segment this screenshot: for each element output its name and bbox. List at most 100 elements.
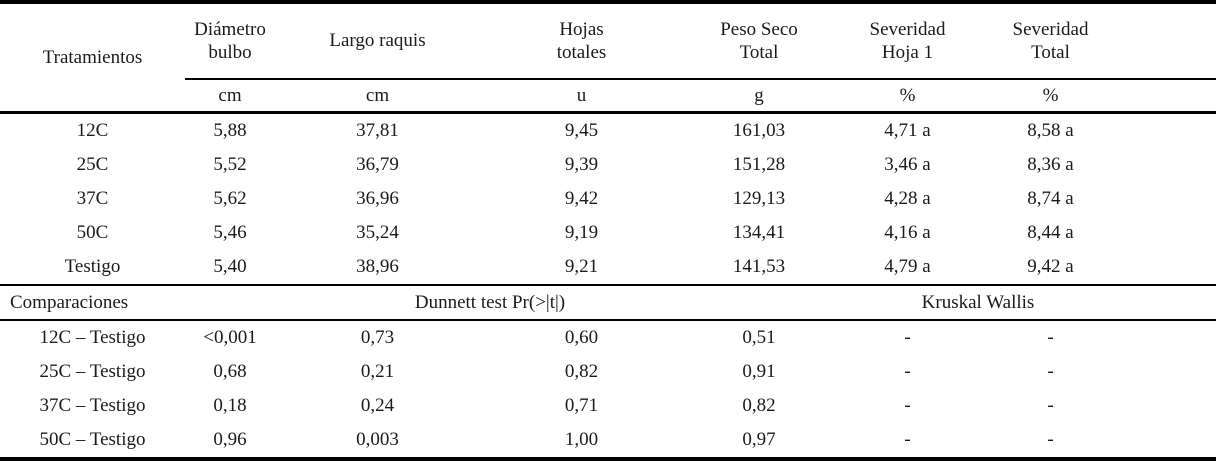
- comparison-row: 12C – Testigo <0,001 0,73 0,60 0,51 - -: [0, 320, 1216, 355]
- col-header-peso-seco-total: Peso Seco Total: [683, 2, 835, 80]
- row-label: 50C: [76, 222, 109, 244]
- data-cell: -: [904, 327, 911, 349]
- unit-cell: %: [980, 79, 1216, 114]
- col-header-line2: totales: [556, 42, 607, 63]
- unit-cell: %: [835, 79, 980, 114]
- data-cell: 141,53: [732, 256, 786, 278]
- col-header-line1: Largo raquis: [329, 30, 426, 52]
- col-header-line1: Severidad: [869, 18, 946, 40]
- data-cell: -: [1047, 395, 1054, 417]
- col-header-severidad-hoja1: Severidad Hoja 1: [835, 2, 980, 80]
- comparison-row: 37C – Testigo 0,18 0,24 0,71 0,82 - -: [0, 389, 1216, 423]
- data-cell: 5,46: [213, 222, 247, 244]
- data-cell: 134,41: [732, 222, 786, 244]
- data-cell: 0,91: [742, 361, 776, 383]
- col-header-label: Tratamientos: [42, 46, 143, 68]
- data-cell: 151,28: [732, 154, 786, 176]
- data-cell: -: [1047, 361, 1054, 383]
- data-cell: 0,18: [213, 395, 247, 417]
- data-cell: 0,73: [360, 327, 395, 349]
- section-label: Comparaciones: [0, 284, 185, 321]
- data-cell: 0,003: [356, 429, 399, 451]
- col-header-line1: Peso Seco: [720, 18, 798, 40]
- data-cell: 36,96: [356, 188, 399, 210]
- treatment-row: Testigo 5,40 38,96 9,21 141,53 4,79 a 9,…: [0, 250, 1216, 285]
- col-header-largo-raquis: Largo raquis: [275, 2, 480, 80]
- data-cell: 35,24: [356, 222, 399, 244]
- data-cell: 9,45: [564, 120, 599, 142]
- data-cell: 5,40: [213, 256, 247, 278]
- section-row: Comparaciones Dunnett test Pr(>|t|) Krus…: [0, 284, 1216, 321]
- data-cell: 9,19: [564, 222, 599, 244]
- row-label: 50C – Testigo: [39, 429, 146, 451]
- data-cell: 9,42 a: [1027, 256, 1074, 278]
- data-cell: 9,42: [564, 188, 599, 210]
- col-header-tratamientos: Tratamientos: [0, 2, 185, 114]
- data-cell: 8,58 a: [1027, 120, 1074, 142]
- row-label: 25C – Testigo: [39, 361, 146, 383]
- col-header-line2: bulbo: [208, 42, 252, 63]
- data-cell: 0,68: [213, 361, 247, 383]
- row-label: 12C: [76, 120, 109, 142]
- units-row: cm cm u g % %: [0, 79, 1216, 114]
- treatment-row: 37C 5,62 36,96 9,42 129,13 4,28 a 8,74 a: [0, 182, 1216, 216]
- data-cell: <0,001: [203, 327, 257, 349]
- col-header-diametro-bulbo: Diámetro bulbo: [185, 2, 275, 80]
- col-header-line2: Total: [739, 42, 779, 63]
- unit-cell: g: [683, 79, 835, 114]
- data-cell: 0,60: [564, 327, 599, 349]
- data-cell: 161,03: [732, 120, 786, 142]
- data-cell: 8,36 a: [1027, 154, 1074, 176]
- data-cell: 4,79 a: [884, 256, 931, 278]
- comparison-row: 50C – Testigo 0,96 0,003 1,00 0,97 - -: [0, 423, 1216, 459]
- data-cell: 0,96: [213, 429, 247, 451]
- data-cell: 4,28 a: [884, 188, 931, 210]
- col-header-line1: Diámetro: [194, 18, 266, 40]
- data-cell: 4,16 a: [884, 222, 931, 244]
- row-label: 37C – Testigo: [39, 395, 146, 417]
- data-cell: -: [904, 395, 911, 417]
- comparison-row: 25C – Testigo 0,68 0,21 0,82 0,91 - -: [0, 355, 1216, 389]
- data-cell: 5,62: [213, 188, 247, 210]
- data-cell: 36,79: [356, 154, 399, 176]
- dunnett-test-label: Dunnett test Pr(>|t|): [185, 284, 835, 321]
- treatment-row: 12C 5,88 37,81 9,45 161,03 4,71 a 8,58 a: [0, 113, 1216, 149]
- data-cell: 3,46 a: [884, 154, 931, 176]
- data-cell: 37,81: [356, 120, 399, 142]
- row-label: Testigo: [64, 256, 121, 278]
- col-header-hojas-totales: Hojas totales: [480, 2, 683, 80]
- col-header-line2: Total: [1031, 42, 1070, 63]
- data-cell: 38,96: [356, 256, 399, 278]
- data-cell: 0,82: [564, 361, 599, 383]
- row-label: 37C: [76, 188, 109, 210]
- data-cell: -: [904, 361, 911, 383]
- data-cell: 5,88: [213, 120, 247, 142]
- treatment-row: 50C 5,46 35,24 9,19 134,41 4,16 a 8,44 a: [0, 216, 1216, 250]
- col-header-line1: Hojas: [559, 18, 604, 40]
- data-cell: 129,13: [732, 188, 786, 210]
- row-label: 25C: [76, 154, 109, 176]
- data-cell: 0,51: [742, 327, 776, 349]
- treatment-row: 25C 5,52 36,79 9,39 151,28 3,46 a 8,36 a: [0, 148, 1216, 182]
- data-cell: 9,39: [564, 154, 599, 176]
- row-label: 12C – Testigo: [39, 327, 146, 349]
- data-cell: 1,00: [564, 429, 599, 451]
- data-cell: 0,21: [360, 361, 395, 383]
- unit-cell: cm: [275, 79, 480, 114]
- data-cell: -: [1047, 327, 1054, 349]
- col-header-line1: Severidad: [1012, 18, 1089, 40]
- col-header-line2: Hoja 1: [881, 42, 934, 63]
- data-cell: 0,71: [564, 395, 599, 417]
- unit-cell: cm: [185, 79, 275, 114]
- unit-cell: u: [480, 79, 683, 114]
- data-cell: 0,97: [742, 429, 776, 451]
- data-cell: -: [1047, 429, 1054, 451]
- data-cell: 8,74 a: [1027, 188, 1074, 210]
- kruskal-wallis-label: Kruskal Wallis: [835, 284, 1216, 321]
- data-cell: 4,71 a: [884, 120, 931, 142]
- header-row: Tratamientos Diámetro bulbo Largo raquis…: [0, 2, 1216, 114]
- data-cell: -: [904, 429, 911, 451]
- data-cell: 0,24: [360, 395, 395, 417]
- col-header-severidad-total: Severidad Total: [980, 2, 1216, 80]
